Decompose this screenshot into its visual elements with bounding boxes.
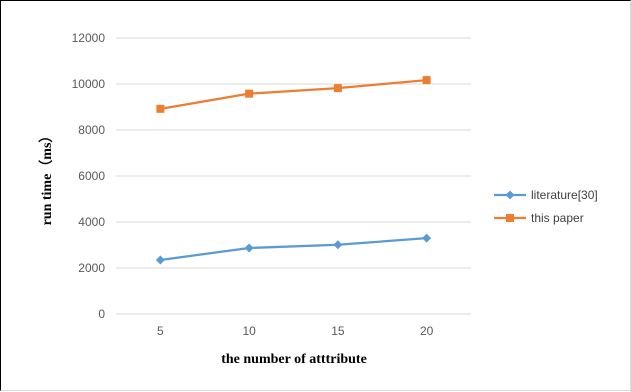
series-line-0 (160, 236, 427, 262)
y-tick-label: 4000 (78, 215, 105, 229)
data-point (155, 255, 165, 265)
y-tick-label: 10000 (72, 77, 106, 91)
legend-item-1: this paper (494, 211, 584, 225)
data-point (333, 240, 343, 250)
y-axis-label: run time（ms） (39, 129, 55, 226)
legend-label: this paper (531, 211, 584, 225)
x-tick-label: 20 (420, 324, 434, 338)
x-tick-label: 10 (242, 324, 256, 338)
series-group (155, 76, 432, 265)
x-tick-label: 15 (331, 324, 345, 338)
data-point (244, 243, 254, 253)
legend-marker (505, 190, 515, 200)
series-line-1 (160, 78, 427, 110)
x-tick-label: 5 (157, 324, 164, 338)
grid-lines (116, 37, 471, 315)
data-point (422, 76, 431, 85)
legend-label: literature[30] (531, 188, 598, 202)
y-tick-label: 12000 (72, 31, 106, 45)
legend-item-0: literature[30] (494, 188, 598, 202)
data-point (422, 233, 432, 243)
series-0 (155, 233, 432, 265)
data-point (156, 104, 165, 113)
y-axis-ticks: 0 2000 4000 6000 8000 10000 12000 (72, 31, 106, 321)
y-tick-label: 0 (98, 307, 105, 321)
data-point (333, 84, 342, 93)
x-axis-label: the number of atttribute (221, 352, 367, 367)
data-point (245, 89, 254, 98)
legend-marker (506, 214, 514, 222)
y-tick-label: 2000 (78, 261, 105, 275)
y-tick-label: 8000 (78, 123, 105, 137)
x-axis-ticks: 5 10 15 20 (157, 324, 434, 338)
legend: literature[30] this paper (494, 188, 598, 225)
series-1 (156, 76, 431, 113)
y-tick-label: 6000 (78, 169, 105, 183)
